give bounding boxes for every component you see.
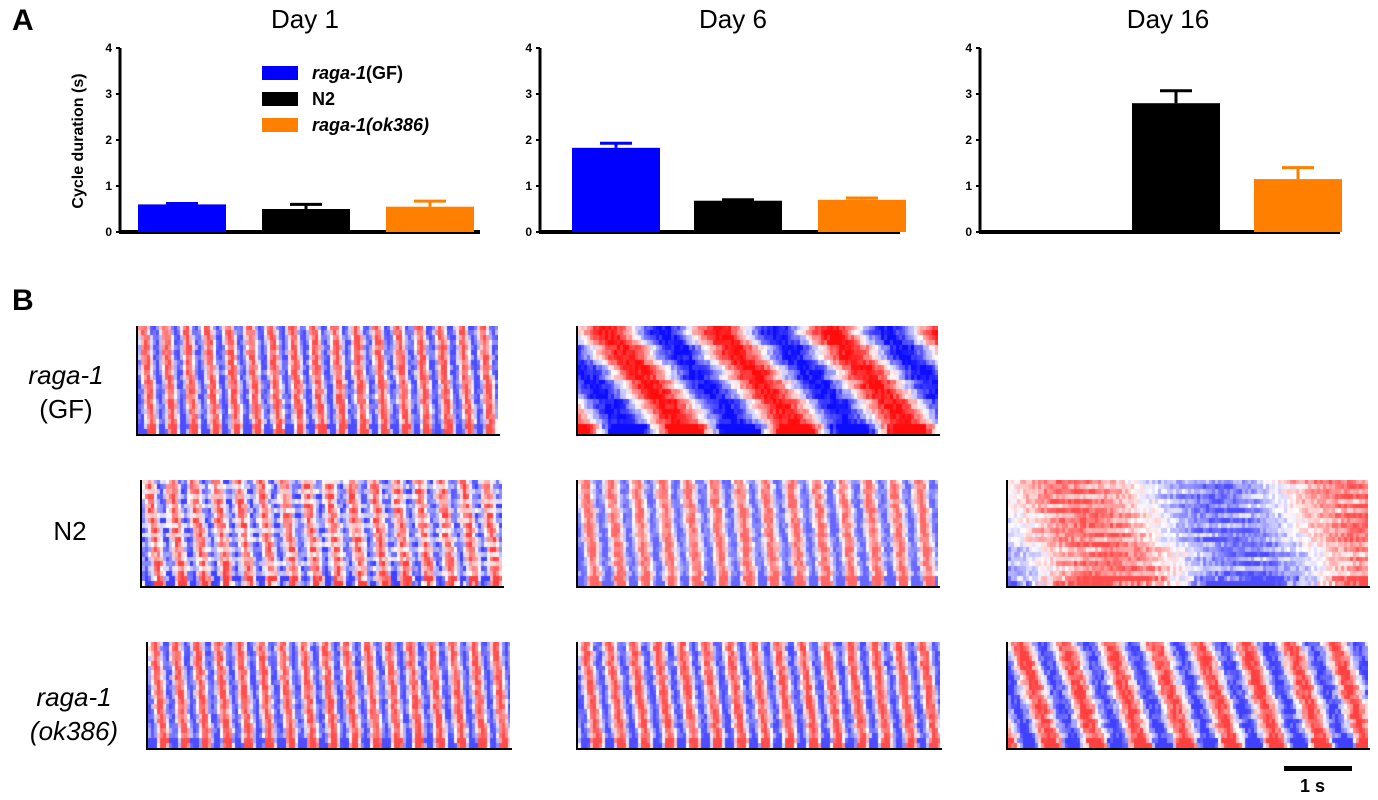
kymograph-n2-day-16 [1008, 480, 1368, 586]
legend-swatch-blue [262, 66, 298, 80]
y-tick-label: 0 [965, 225, 972, 239]
y-tick-label: 0 [525, 225, 532, 239]
kymograph-raga-1-ok386-day-6 [578, 642, 940, 748]
bar-n2 [262, 209, 350, 232]
legend-swatch-orange [262, 118, 298, 132]
bar-n2 [1132, 103, 1220, 232]
y-tick-label: 1 [105, 179, 112, 193]
legend: raga-1(GF) N2 raga-1(ok386) [262, 60, 429, 138]
bar-raga-1-ok386- [818, 199, 906, 232]
panel-b-label: B [12, 284, 34, 317]
bar-raga-1-ok386- [1254, 179, 1342, 232]
bar-n2 [694, 200, 782, 232]
legend-label: raga-1(GF) [312, 62, 404, 83]
y-tick-label: 4 [965, 41, 972, 55]
kymograph-raga-1-ok386-day-1 [148, 642, 510, 748]
row-label-n2: N2 [53, 516, 87, 546]
y-tick-label: 4 [105, 41, 112, 55]
scale-bar-label: 1 s [1300, 776, 1326, 796]
row-label-raga-1-gf: raga-1 (GF) [28, 360, 104, 424]
kymograph-raga-1-gf-day-6 [578, 326, 938, 434]
bar-chart-day-1: 0 1 2 3 4 [105, 41, 480, 239]
y-tick-label: 1 [965, 179, 972, 193]
row-label-raga-1-ok386: raga-1 (ok386) [29, 682, 119, 746]
chart-title-day-6: Day 6 [699, 4, 767, 34]
y-tick-label: 3 [105, 87, 112, 101]
bar-raga-1-gf- [572, 147, 660, 232]
kymograph-raga-1-ok386-day-16 [1008, 642, 1368, 748]
y-tick-label: 1 [525, 179, 532, 193]
y-tick-label: 2 [105, 133, 112, 147]
y-tick-label: 2 [965, 133, 972, 147]
kymograph-n2-day-6 [578, 480, 938, 586]
y-tick-label: 4 [525, 41, 532, 55]
legend-item-raga-1-gf: raga-1(GF) [262, 60, 429, 86]
bar-chart-day-6: 0 1 2 3 4 [525, 41, 906, 239]
legend-item-n2: N2 [262, 86, 429, 112]
legend-label: raga-1(ok386) [312, 114, 430, 135]
legend-label: N2 [312, 88, 336, 109]
legend-item-raga-1-ok386: raga-1(ok386) [262, 112, 429, 138]
y-tick-label: 3 [525, 87, 532, 101]
chart-title-day-16: Day 16 [1126, 4, 1210, 34]
scale-bar [1284, 766, 1352, 771]
legend-swatch-black [262, 92, 298, 106]
bar-raga-1-ok386- [386, 206, 474, 232]
bar-chart-day-16: 0 1 2 3 4 [965, 41, 1342, 239]
kymograph-raga-1-gf-day-1 [138, 326, 498, 434]
y-tick-label: 0 [105, 225, 112, 239]
y-axis-label: Cycle duration (s) [70, 73, 87, 209]
chart-title-day-1: Day 1 [271, 4, 339, 34]
y-tick-label: 2 [525, 133, 532, 147]
panel-a-label: A [12, 4, 34, 37]
kymograph-n2-day-1 [142, 480, 502, 586]
bar-raga-1-gf- [138, 204, 226, 232]
y-tick-label: 3 [965, 87, 972, 101]
